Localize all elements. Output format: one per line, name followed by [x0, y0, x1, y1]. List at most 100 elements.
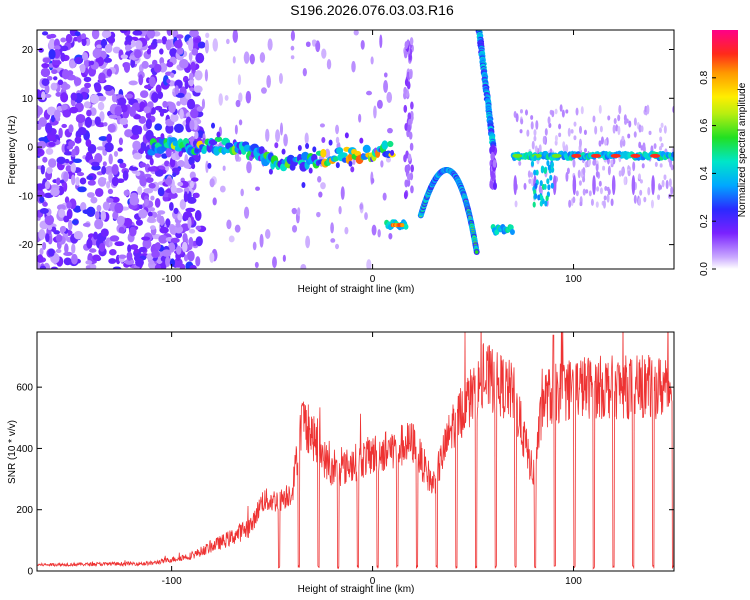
spectrogram-cell [37, 254, 44, 263]
spectrogram-cell [175, 231, 183, 239]
spectrogram-cell [102, 161, 107, 167]
spectrogram-cell [301, 182, 306, 189]
spectrogram-cell [380, 160, 384, 168]
spectrogram-cell [641, 163, 645, 169]
spectrogram-cell [661, 179, 665, 188]
spectrogram-cell [135, 219, 143, 226]
spectrogram-cell [627, 133, 631, 139]
spectrogram-cell [106, 68, 113, 77]
spectrogram-cell [647, 187, 651, 196]
spectrogram-cell [281, 148, 286, 155]
spectrogram-cell [258, 146, 265, 155]
spectrogram-cell [592, 175, 596, 196]
colorbar-gradient [712, 30, 738, 269]
spectrogram-cell [42, 241, 47, 250]
spectrogram-cell [119, 162, 127, 169]
spectrogram-cell [195, 236, 203, 247]
spectrogram-cell [48, 142, 56, 147]
spectrogram-cell [104, 142, 114, 153]
spectrogram-cell [547, 116, 551, 125]
spectrogram-cell [193, 38, 201, 44]
spectrogram-cell [335, 243, 339, 250]
spectrogram-cell [514, 200, 518, 208]
spectrogram-cell [71, 149, 76, 158]
spectrogram-cell [112, 211, 119, 220]
spectrogram-cell [143, 173, 152, 178]
spectrogram-cell [235, 99, 241, 108]
spectrogram-cell [550, 182, 554, 189]
spectrogram-cell [582, 188, 586, 196]
spectrogram-cell [619, 139, 623, 148]
spectrogram-cell [188, 52, 193, 62]
spectrogram-cell [219, 185, 226, 193]
spectrogram-cell [613, 117, 617, 125]
spectrogram-cell [305, 41, 311, 48]
spectrogram-cell [528, 178, 532, 184]
spectrogram-cell [37, 123, 42, 131]
spectrogram-cell [117, 158, 124, 164]
spectrogram-cell [184, 154, 189, 166]
spectrogram-cell [45, 122, 53, 134]
spectrogram-cell [158, 234, 168, 244]
spectrogram-cell [583, 129, 587, 136]
spectrogram-cell [648, 130, 652, 136]
spectrogram-cell [653, 143, 657, 149]
spectrogram-cell [175, 92, 185, 98]
spectrogram-cell [39, 247, 44, 256]
spectrogram-cell [94, 153, 103, 164]
spectrogram-cell [53, 109, 61, 120]
spectrogram-cell [157, 187, 165, 197]
spectrogram-cell [166, 30, 173, 36]
spectrogram-cell [86, 175, 94, 180]
spectrogram-cell [254, 261, 259, 269]
spectrogram-cell [409, 142, 414, 151]
spectrogram-cell [524, 109, 528, 116]
spectrogram-cell [474, 250, 479, 254]
spectrogram-cell [148, 182, 156, 189]
spectrogram-cell [362, 144, 371, 154]
spectrogram-cell [96, 204, 102, 212]
spectrogram-cell [602, 200, 606, 209]
spectrogram-cell [274, 142, 279, 149]
spectrogram-cell [538, 144, 542, 153]
spectrogram-cell [120, 54, 129, 59]
spectrogram-cell [279, 122, 284, 136]
spectrogram-cell [173, 258, 183, 268]
snr-xtick-label: 0 [370, 576, 376, 587]
spectrogram-cell [185, 207, 196, 213]
spectrogram-cell [89, 60, 95, 66]
spectrogram-cell [623, 176, 627, 186]
spectrogram-cell [290, 45, 295, 51]
spectrogram-cell [628, 120, 632, 128]
spectrogram-cell [101, 165, 107, 175]
spectrogram-cell [610, 153, 621, 158]
spectrogram-cell [92, 48, 102, 59]
spectrogram-cell [71, 174, 76, 186]
spectrogram-cell [68, 140, 76, 147]
spectrogram-cell [567, 127, 571, 137]
spectrogram-cell [60, 52, 66, 62]
spectrogram-cell [132, 140, 141, 151]
spectrogram-cell [403, 154, 407, 163]
spectrogram-cell [152, 38, 158, 45]
spectrogram-cell [535, 169, 539, 176]
spectrogram-cell [249, 53, 255, 65]
spectrogram-cell [42, 201, 48, 207]
spectrogram-cell [326, 58, 332, 70]
spectrogram-cell [618, 104, 622, 115]
spectrogram-cell [149, 225, 156, 230]
spectrogram-cell [565, 171, 569, 182]
spectrogram-cell [129, 244, 139, 250]
spectrogram-cell [665, 179, 669, 190]
spectrogram-cell [76, 172, 85, 177]
spectrogram-cell [53, 45, 61, 51]
spectrogram-cell [542, 135, 546, 145]
spectrogram-cell [290, 55, 295, 60]
spectrogram-cell [85, 260, 93, 265]
spectrogram-cell [547, 184, 551, 191]
spectrogram-cell [633, 194, 637, 204]
spectrogram-cell [81, 52, 89, 61]
spectrogram-cell [604, 185, 608, 192]
spectrogram-cell [196, 106, 204, 112]
spectrogram-cell [128, 80, 138, 86]
